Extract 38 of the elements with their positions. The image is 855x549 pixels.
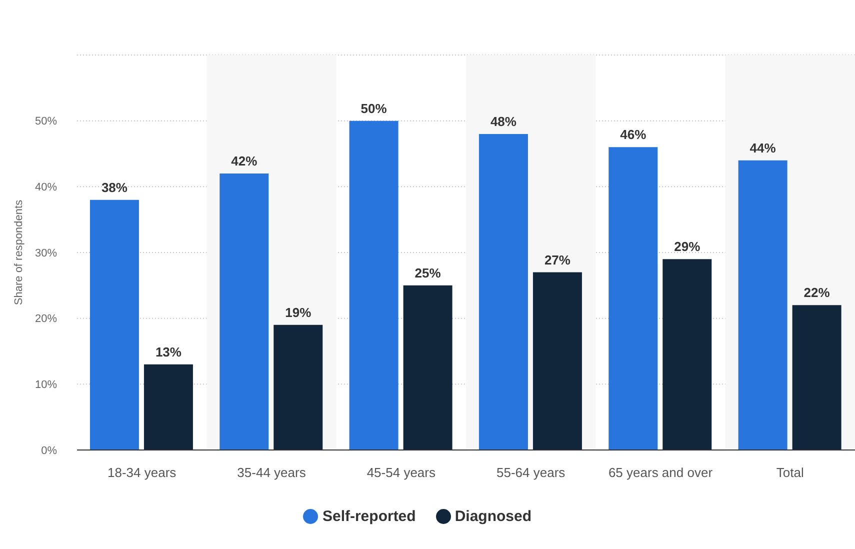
x-tick-label: 55-64 years [496,465,566,480]
y-tick-label: 10% [34,379,58,392]
bar [738,160,788,450]
data-label: 25% [414,265,442,280]
legend-label: Diagnosed [454,508,532,525]
x-tick-label: 45-54 years [366,465,436,480]
bar [220,174,269,450]
bar [144,364,193,450]
bar [349,120,398,450]
legend-label: Self-reported [322,508,416,525]
x-tick-label: 65 years and over [608,465,714,480]
data-label: 22% [804,285,830,300]
data-label: 42% [231,154,258,168]
data-label: 27% [544,252,571,268]
y-tick-label: 20% [34,313,58,326]
data-label: 19% [285,304,312,320]
y-tick-label: 30% [34,247,58,260]
x-tick-label: 35-44 years [237,465,306,480]
bar [90,200,139,450]
y-tick-label: 40% [34,182,58,194]
data-label: 38% [101,180,128,195]
y-axis-title: Share of respondents [12,199,25,306]
bar [608,147,658,450]
data-label: 50% [360,100,388,116]
y-tick-label: 50% [34,116,58,128]
x-tick-label: Total [776,465,804,480]
data-label: 44% [750,140,776,156]
data-label: 29% [674,239,701,254]
data-label: 46% [620,127,647,142]
data-label: 48% [490,114,517,129]
bar [274,324,323,450]
bar [662,259,712,450]
x-tick-label: 18-34 years [108,465,177,480]
data-label: 13% [155,344,182,360]
bar [403,285,452,450]
bar [792,305,842,450]
y-tick-label: 0% [41,444,58,457]
bar [532,272,582,450]
